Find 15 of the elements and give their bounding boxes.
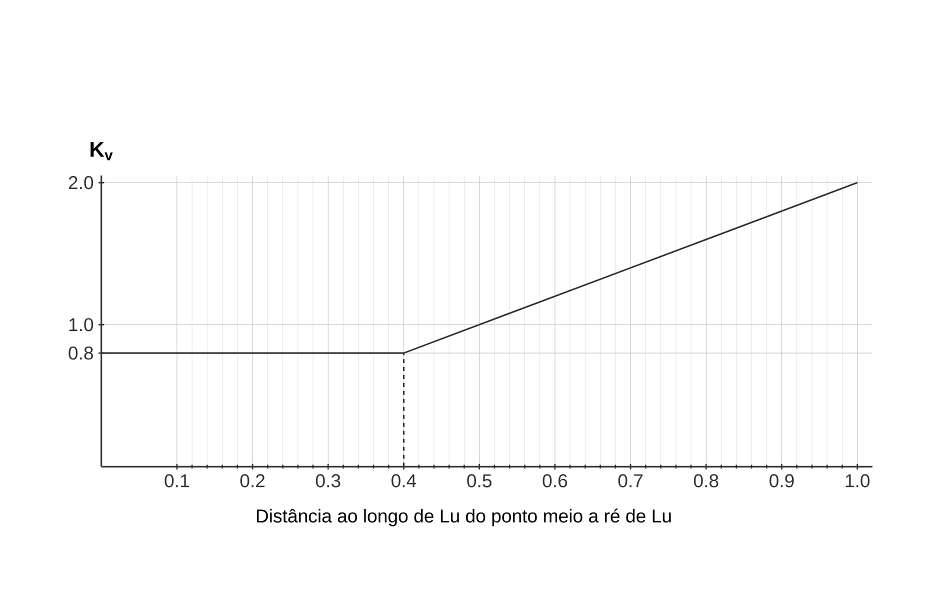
y-tick-label: 1.0 bbox=[69, 318, 94, 332]
x-tick-label: 0.2 bbox=[240, 474, 265, 488]
x-tick-label: 0.6 bbox=[542, 474, 568, 488]
x-axis-title: Distância ao longo de Lu do ponto meio a ré de Lu bbox=[256, 508, 671, 526]
x-tick-label: 0.7 bbox=[618, 474, 643, 488]
y-axis-title: K$_{v}$ bbox=[90, 142, 113, 160]
x-tick-label: 0.3 bbox=[316, 474, 340, 488]
y-tick-label: 2.0 bbox=[68, 176, 94, 190]
x-tick-label: 0.1 bbox=[164, 474, 189, 488]
x-tick-label: 0.5 bbox=[467, 474, 492, 488]
x-tick-label: 0.9 bbox=[770, 474, 794, 488]
x-tick-label: 0.8 bbox=[694, 474, 718, 488]
x-tick-label: 1.0 bbox=[846, 474, 870, 488]
y-tick-label: 0.8 bbox=[68, 346, 94, 360]
x-tick-label: 0.4 bbox=[392, 474, 416, 488]
